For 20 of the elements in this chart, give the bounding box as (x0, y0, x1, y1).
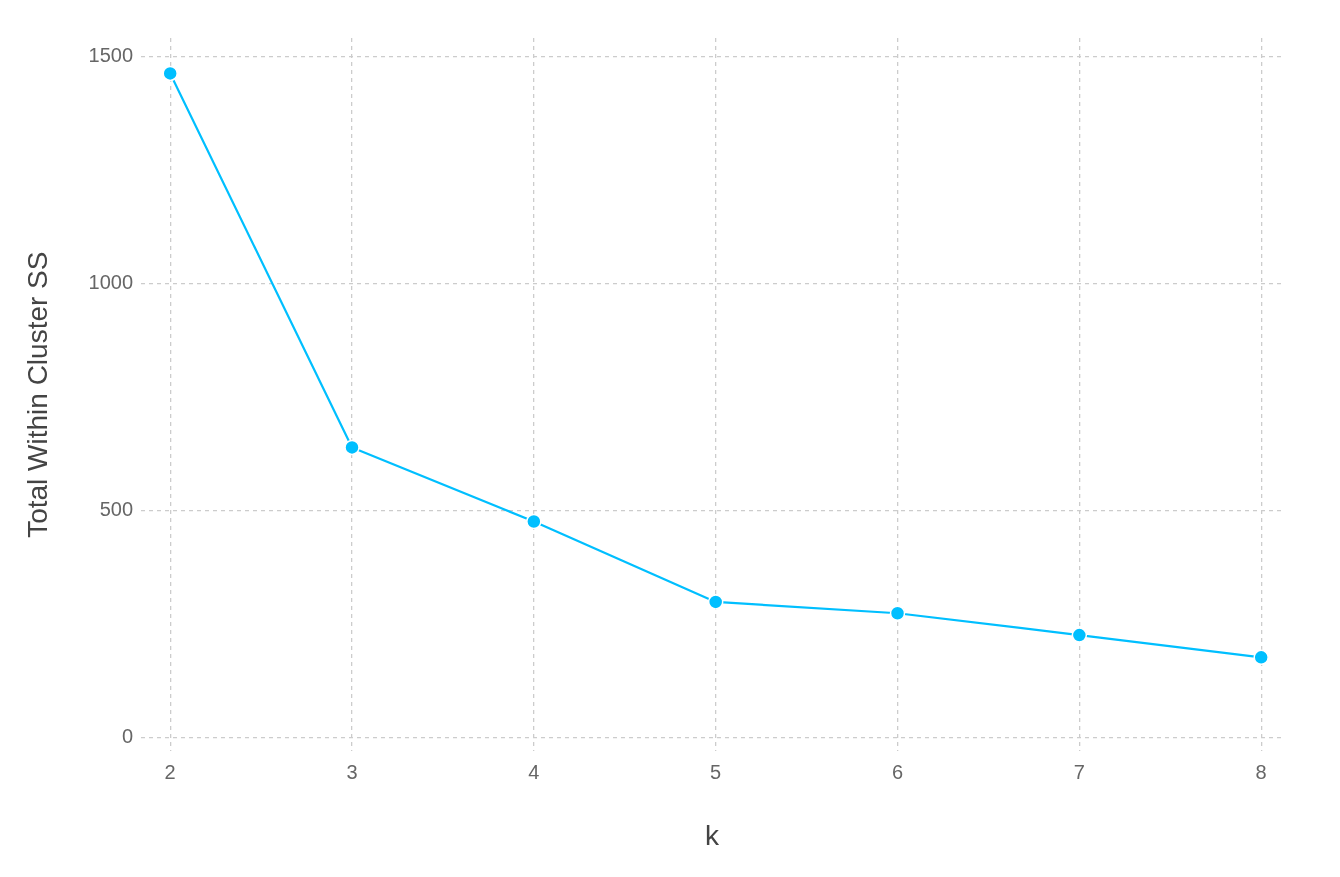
point (707, 594, 724, 610)
x-tick-label: 4 (528, 760, 540, 783)
x-tick-label: 2 (164, 760, 176, 783)
y-axis-title: Total Within Cluster SS (21, 251, 53, 538)
y-tick-label: 0 (121, 725, 134, 748)
point (526, 513, 542, 530)
x-tick-label: 3 (346, 760, 358, 783)
point (889, 605, 906, 622)
x-tick-label: 6 (891, 760, 904, 783)
y-tick-label: 1000 (88, 270, 134, 293)
y-tick-label: 500 (99, 498, 134, 521)
point (1253, 649, 1269, 666)
x-tick-label: 5 (710, 760, 722, 783)
y-tick-label: 1500 (88, 43, 134, 66)
x-tick-label: 7 (1073, 760, 1085, 783)
point (1071, 627, 1088, 643)
x-tick-label: 8 (1255, 760, 1267, 783)
x-axis-title: k (705, 819, 721, 851)
point (344, 439, 360, 456)
point (162, 65, 178, 82)
